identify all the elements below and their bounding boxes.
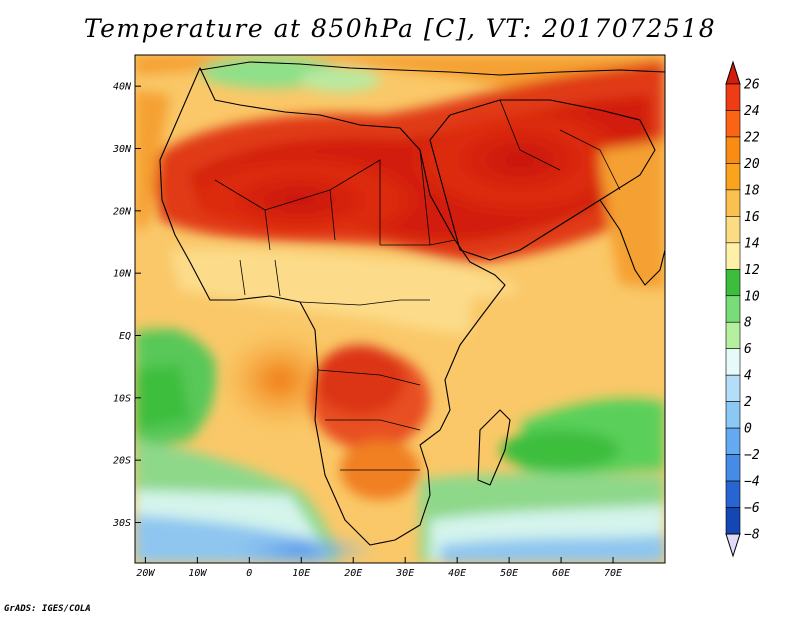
lon-tick-label: 0 [246,568,252,579]
lon-tick-label: 60E [552,568,570,579]
colorbar-label: 0 [744,422,752,437]
colorbar-label: 20 [744,157,760,172]
lon-tick-label: 20W [136,568,155,579]
colorbar-swatch [725,110,741,138]
colorbar-swatch [725,348,741,376]
colorbar-label: 18 [744,183,760,198]
lon-tick-label: 70E [604,568,622,579]
lat-tick-label: 20N [113,206,132,217]
lon-tick-label: 50E [500,568,518,579]
country-borders [214,99,621,471]
lat-tick-label: 20S [113,456,131,467]
map-title: Temperature at 850hPa [C], VT: 201707251… [83,14,717,43]
lon-tick-label: 10W [188,568,207,579]
colorbar-swatch [725,507,741,535]
colorbar-label: −4 [744,475,760,490]
colorbar-swatch [725,321,741,350]
colorbar-swatch [725,427,741,455]
credit-text: GrADS: IGES/COLA [4,604,91,614]
colorbar-label: −8 [744,528,760,543]
colorbar-swatch [725,454,741,482]
colorbar-top-arrow [725,60,741,85]
map-frame [134,54,666,564]
colorbar-swatch [725,216,741,244]
colorbar-label: 22 [744,130,760,145]
colorbar-swatch [725,401,741,429]
colorbar-bottom-arrow [725,533,741,558]
colorbar-label: 16 [744,210,760,225]
lat-tick-label: 10N [113,269,132,280]
colorbar-label: 10 [744,289,760,304]
colorbar-label: 6 [744,342,752,357]
temperature-field [135,55,665,563]
lat-tick-label: EQ [119,331,131,342]
lat-tick-label: 30S [112,518,131,529]
lon-tick-label: 40E [448,568,466,579]
colorbar-label: 4 [744,369,752,384]
colorbar-swatch [725,268,741,297]
lat-tick-label: 10S [113,393,131,404]
colorbar-label: 24 [744,104,760,119]
lon-tick-label: 20E [344,568,362,579]
colorbar-swatch [725,163,741,191]
coastlines [159,61,665,546]
colorbar-swatch [725,136,741,164]
colorbar-label: 12 [744,263,760,278]
colorbar-swatch [725,295,741,323]
colorbar-label: 14 [744,236,760,251]
colorbar-swatch [725,83,741,111]
colorbar-label: −2 [744,448,760,463]
colorbar-swatch [725,242,741,270]
lat-tick-label: 40N [113,82,132,93]
colorbar-label: 26 [744,78,760,93]
lat-tick-label: 30N [112,144,132,155]
colorbar-label: −6 [744,501,760,516]
colorbar-label: 2 [744,395,752,410]
colorbar-swatch [725,189,741,217]
colorbar-swatch [725,374,741,402]
colorbar-swatch [725,480,741,508]
axis-ticks: 20W 10W 0 10E 20E 30E 40E 50E 60E 70E 40N 30N 20N 10N… [112,82,622,579]
colorbar-label: 8 [744,316,752,331]
lon-tick-label: 30E [395,568,414,579]
lon-tick-label: 10E [292,568,310,579]
